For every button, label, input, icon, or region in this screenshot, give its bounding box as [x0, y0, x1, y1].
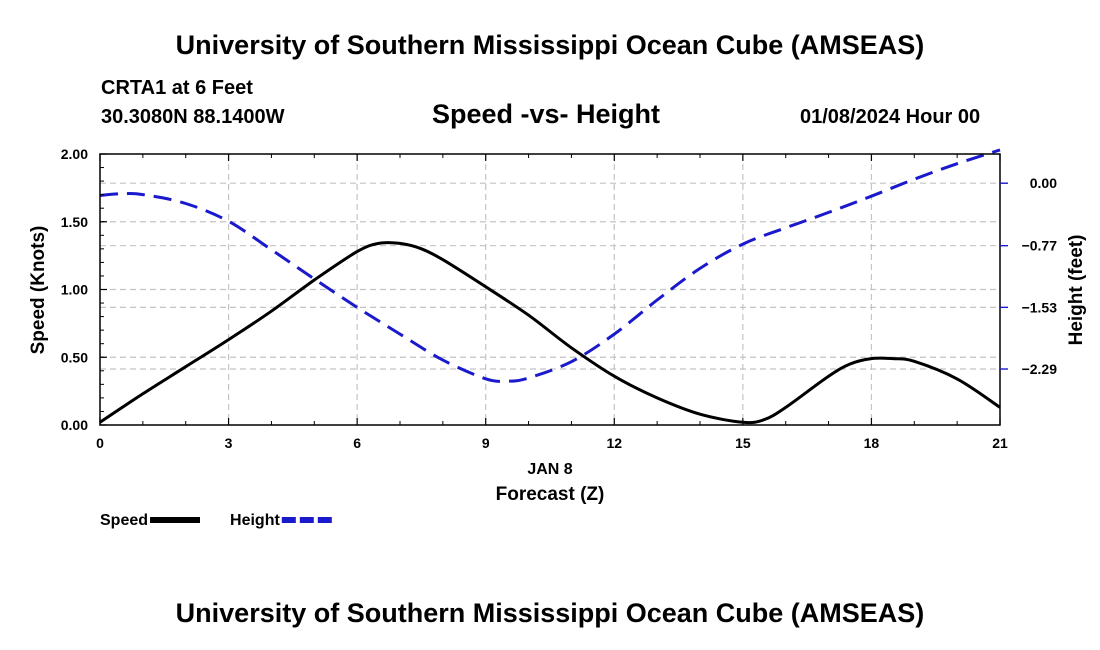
station-coordinates: 30.3080N 88.1400W [101, 106, 285, 128]
y-right-tick-label: −0.77 [1022, 238, 1058, 254]
x-tick-label: 0 [96, 435, 104, 451]
y-right-tick-label: −1.53 [1022, 299, 1058, 315]
y-left-axis-title: Speed (Knots) [28, 226, 49, 355]
station-name: CRTA1 at 6 Feet [101, 77, 253, 99]
legend: Speed Height [100, 512, 332, 529]
legend-label-speed: Speed [100, 512, 148, 529]
y-left-tick-label: 1.50 [61, 214, 88, 230]
x-date-label: JAN 8 [527, 461, 572, 478]
x-tick-label: 6 [353, 435, 361, 451]
y-left-tick-label: 0.00 [61, 417, 88, 433]
y-right-axis-title: Height (feet) [1066, 235, 1087, 346]
x-tick-label: 9 [482, 435, 490, 451]
series-line-speed [99, 241, 1001, 425]
x-tick-label: 15 [735, 435, 751, 451]
x-tick-label: 3 [225, 435, 233, 451]
series-line-height [99, 148, 1001, 383]
x-tick-label: 12 [606, 435, 622, 451]
legend-label-height: Height [230, 512, 280, 529]
series-layer [99, 148, 1001, 425]
footer-title: University of Southern Mississippi Ocean… [175, 598, 925, 628]
x-tick-label: 21 [992, 435, 1008, 451]
axes: 0 3 6 9 12 15 18 21 0.00 0.50 1.00 1.50 2.00 0.00 −0.7… [28, 146, 1087, 505]
y-right-tick-label: −2.29 [1022, 361, 1058, 377]
run-time: 01/08/2024 Hour 00 [800, 106, 981, 128]
y-left-tick-label: 0.50 [61, 349, 88, 365]
x-axis-title: Forecast (Z) [496, 484, 605, 505]
x-tick-label: 18 [864, 435, 880, 451]
y-left-tick-label: 2.00 [61, 146, 88, 162]
y-right-tick-label: 0.00 [1030, 175, 1057, 191]
grid [100, 154, 1000, 425]
chart-title: Speed -vs- Height [432, 99, 661, 129]
main-title: University of Southern Mississippi Ocean… [175, 30, 925, 60]
y-left-tick-label: 1.00 [61, 282, 88, 298]
